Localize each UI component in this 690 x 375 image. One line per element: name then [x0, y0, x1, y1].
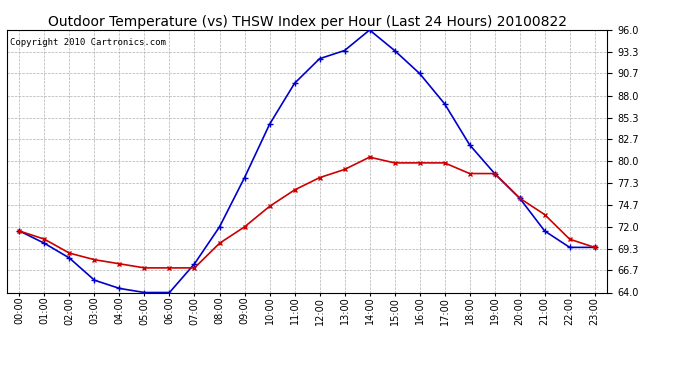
Title: Outdoor Temperature (vs) THSW Index per Hour (Last 24 Hours) 20100822: Outdoor Temperature (vs) THSW Index per … — [48, 15, 566, 29]
Text: Copyright 2010 Cartronics.com: Copyright 2010 Cartronics.com — [10, 38, 166, 47]
